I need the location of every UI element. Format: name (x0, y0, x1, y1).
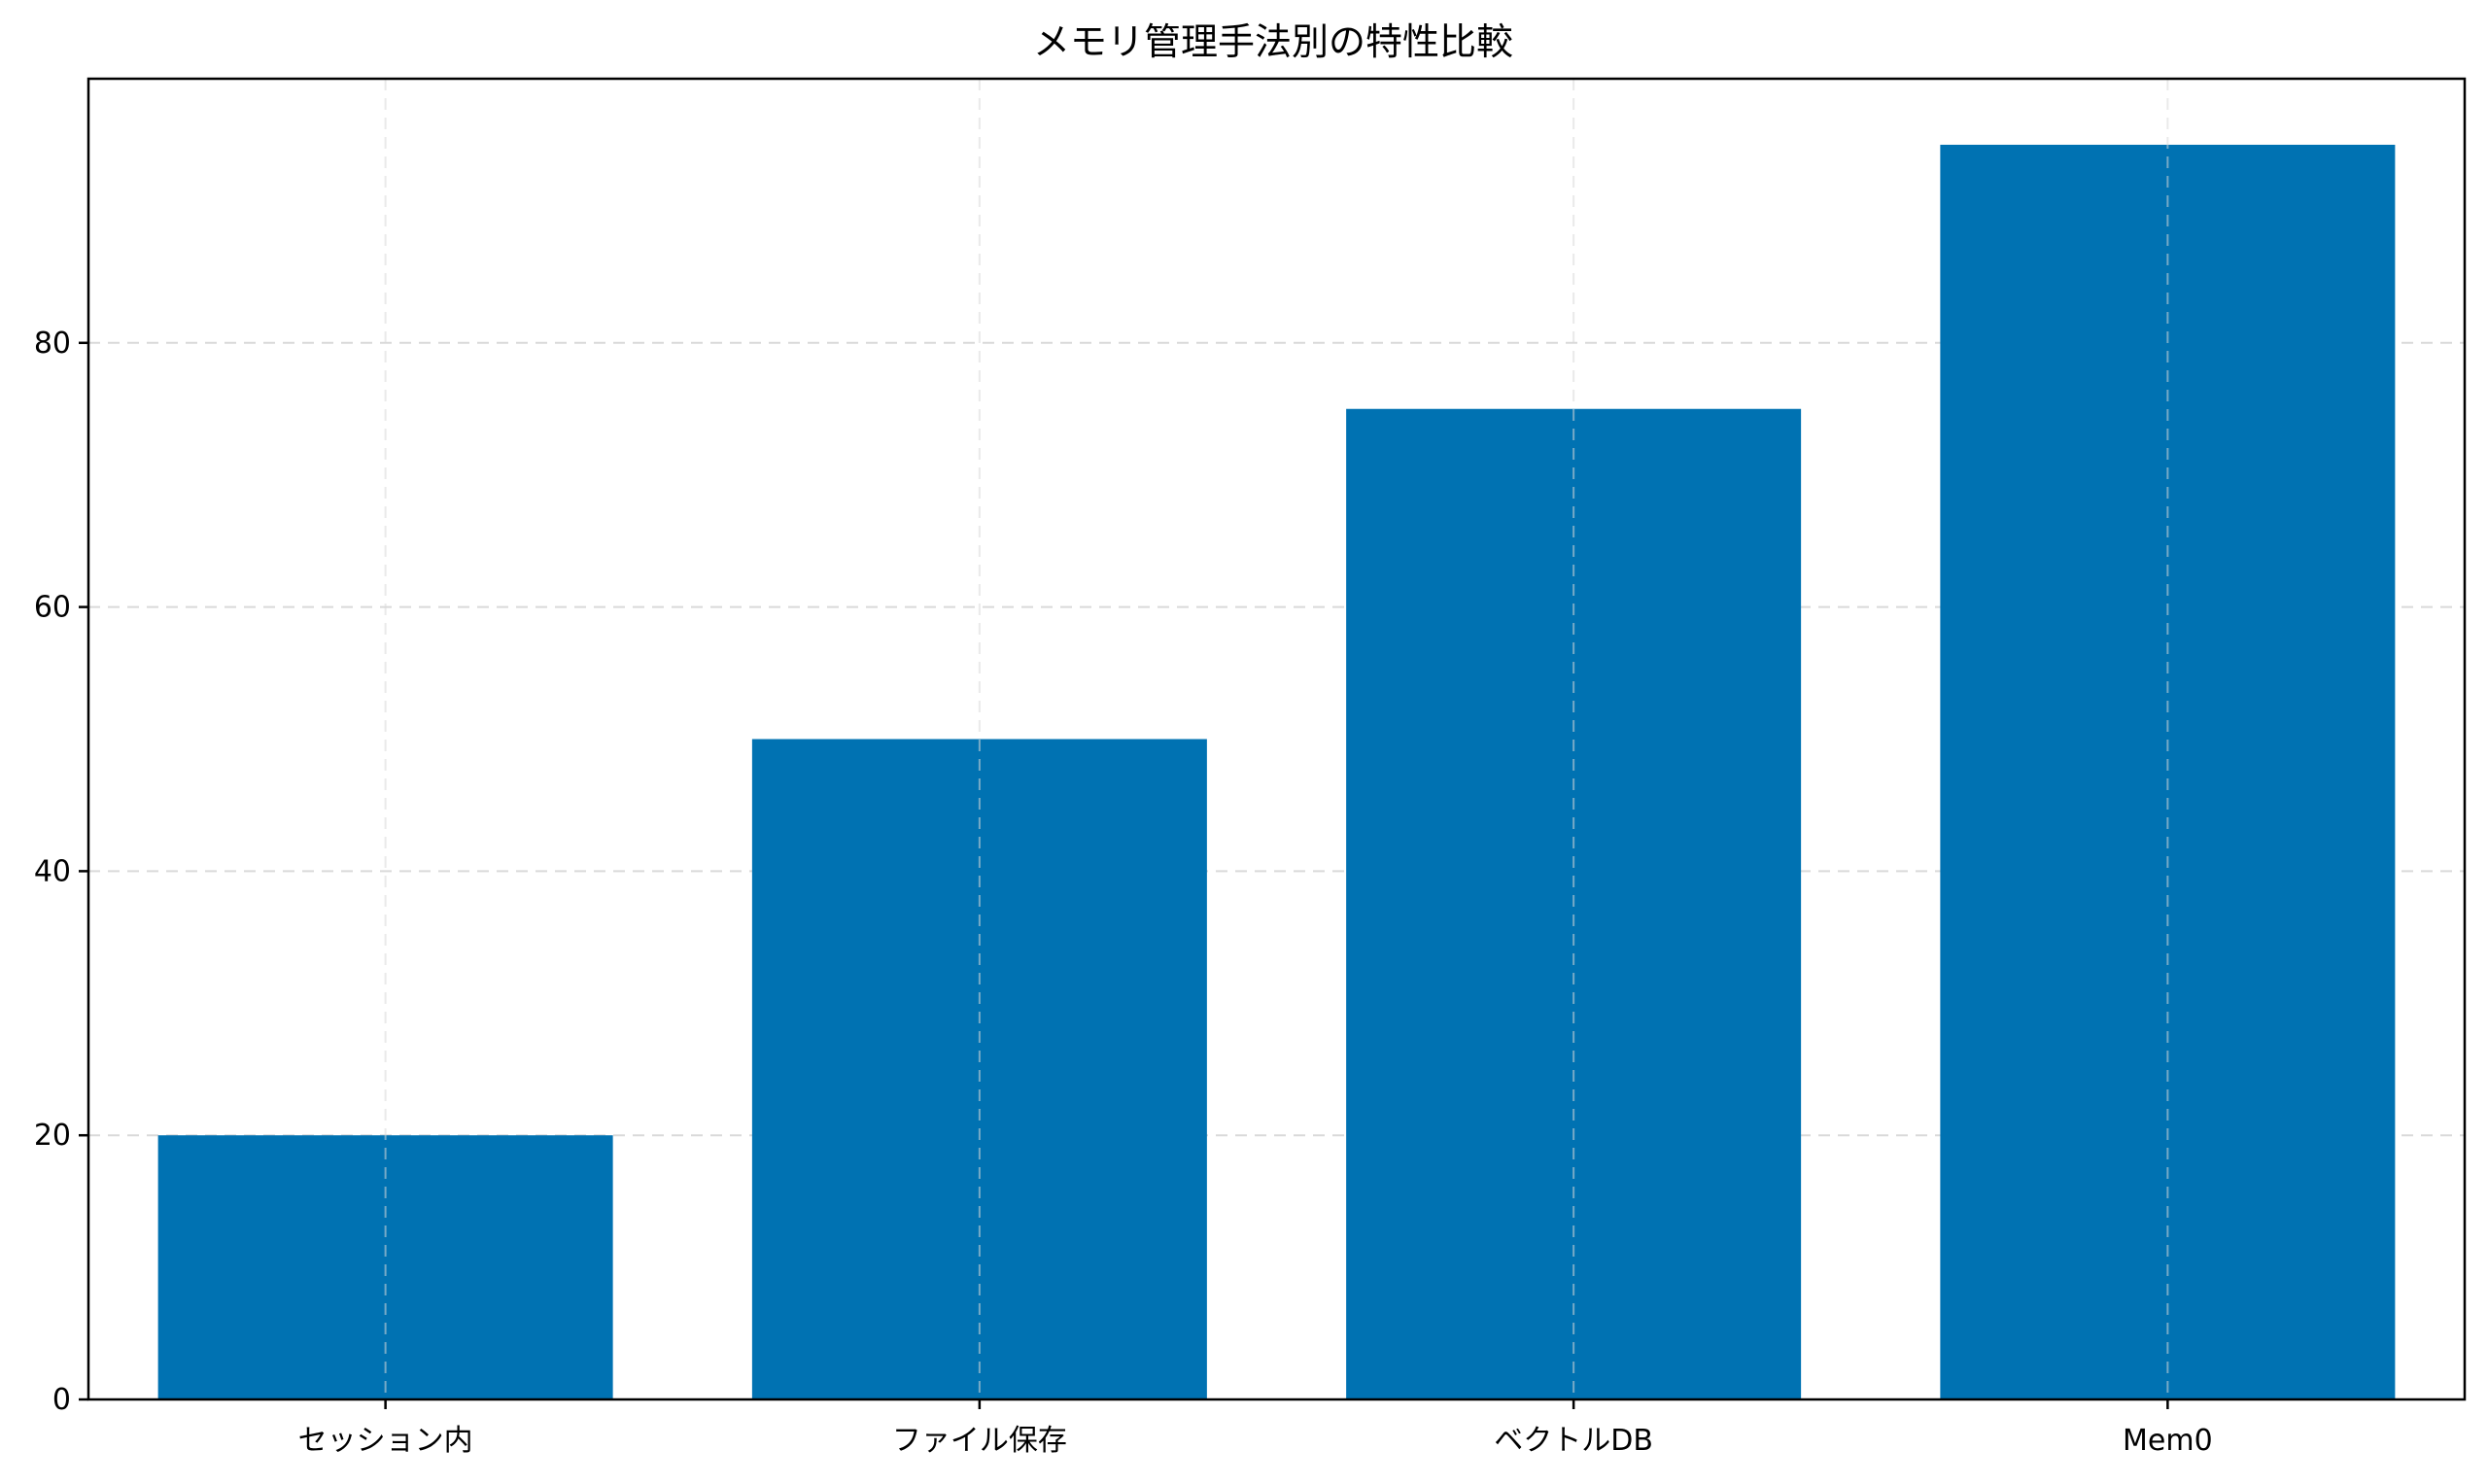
x-tick-label: Mem0 (2123, 1424, 2213, 1458)
y-tick-label: 20 (34, 1119, 71, 1153)
x-tick-label: ファイル保存 (892, 1424, 1067, 1458)
plot-frame (86, 77, 2467, 1401)
y-tick-label: 80 (34, 327, 71, 361)
y-tick-label: 0 (52, 1383, 71, 1417)
labels-layer: 0 20 40 60 80 セッション内 ファイル保存 ベクトルDB Mem0 (34, 327, 2213, 1458)
axes-layer (79, 77, 2467, 1409)
chart-title: メモリ管理手法別の特性比較 (1033, 20, 1513, 63)
y-tick-label: 60 (34, 591, 71, 625)
y-tick-label: 40 (34, 854, 71, 888)
x-tick-label: ベクトルDB (1494, 1424, 1653, 1458)
x-tick-label: セッション内 (298, 1424, 473, 1458)
